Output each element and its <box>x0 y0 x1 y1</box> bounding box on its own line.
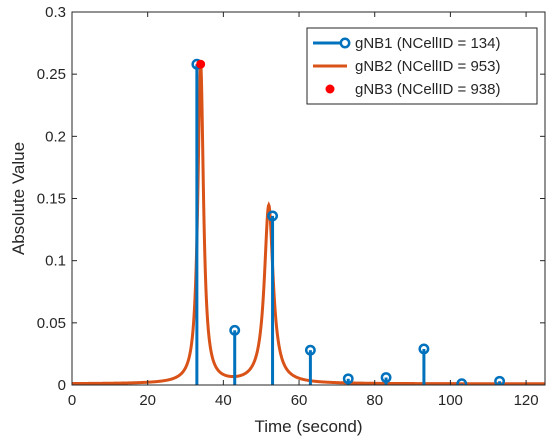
y-tick-label: 0.25 <box>37 66 66 83</box>
axes: 0 20 40 60 80 100 120 0 0.05 0.1 0.15 0.2 0.25 0.3 <box>37 4 546 409</box>
y-tick-label: 0 <box>58 377 66 394</box>
y-tick-label: 0.2 <box>45 128 66 145</box>
legend-label: gNB3 (NCellID = 938) <box>355 81 500 98</box>
y-axis-label: Absolute Value <box>9 142 28 255</box>
stem-marker <box>304 344 316 356</box>
stem-marker <box>380 372 392 383</box>
stem-marker <box>456 378 468 385</box>
y-tick-label: 0.1 <box>45 253 66 270</box>
legend-label: gNB1 (NCellID = 134) <box>355 35 500 52</box>
stem-marker <box>267 210 279 222</box>
scatter-point-gnb3 <box>196 59 206 69</box>
x-axis-label: Time (second) <box>254 417 362 436</box>
x-tick-label: 0 <box>68 392 76 409</box>
x-tick-label: 80 <box>366 392 383 409</box>
legend: gNB1 (NCellID = 134) gNB2 (NCellID = 953)… <box>306 27 538 105</box>
y-tick-label: 0.15 <box>37 191 66 208</box>
plot-area <box>72 58 545 385</box>
x-tick-label: 20 <box>139 392 156 409</box>
x-tick-label: 40 <box>215 392 232 409</box>
x-tick-label: 120 <box>514 392 539 409</box>
legend-marker-gnb3 <box>325 84 335 94</box>
y-tick-label: 0.3 <box>45 4 66 21</box>
y-tick-label: 0.05 <box>37 315 66 332</box>
legend-label: gNB2 (NCellID = 953) <box>355 58 500 75</box>
x-tick-label: 100 <box>438 392 463 409</box>
x-tick-label: 60 <box>291 392 308 409</box>
series-line-gnb2 <box>72 63 545 385</box>
stem-marker <box>229 324 241 336</box>
stem-marker <box>418 343 430 355</box>
stem-marker <box>494 375 506 385</box>
stem-marker <box>342 373 354 385</box>
legend-marker-gnb1 <box>339 37 351 49</box>
